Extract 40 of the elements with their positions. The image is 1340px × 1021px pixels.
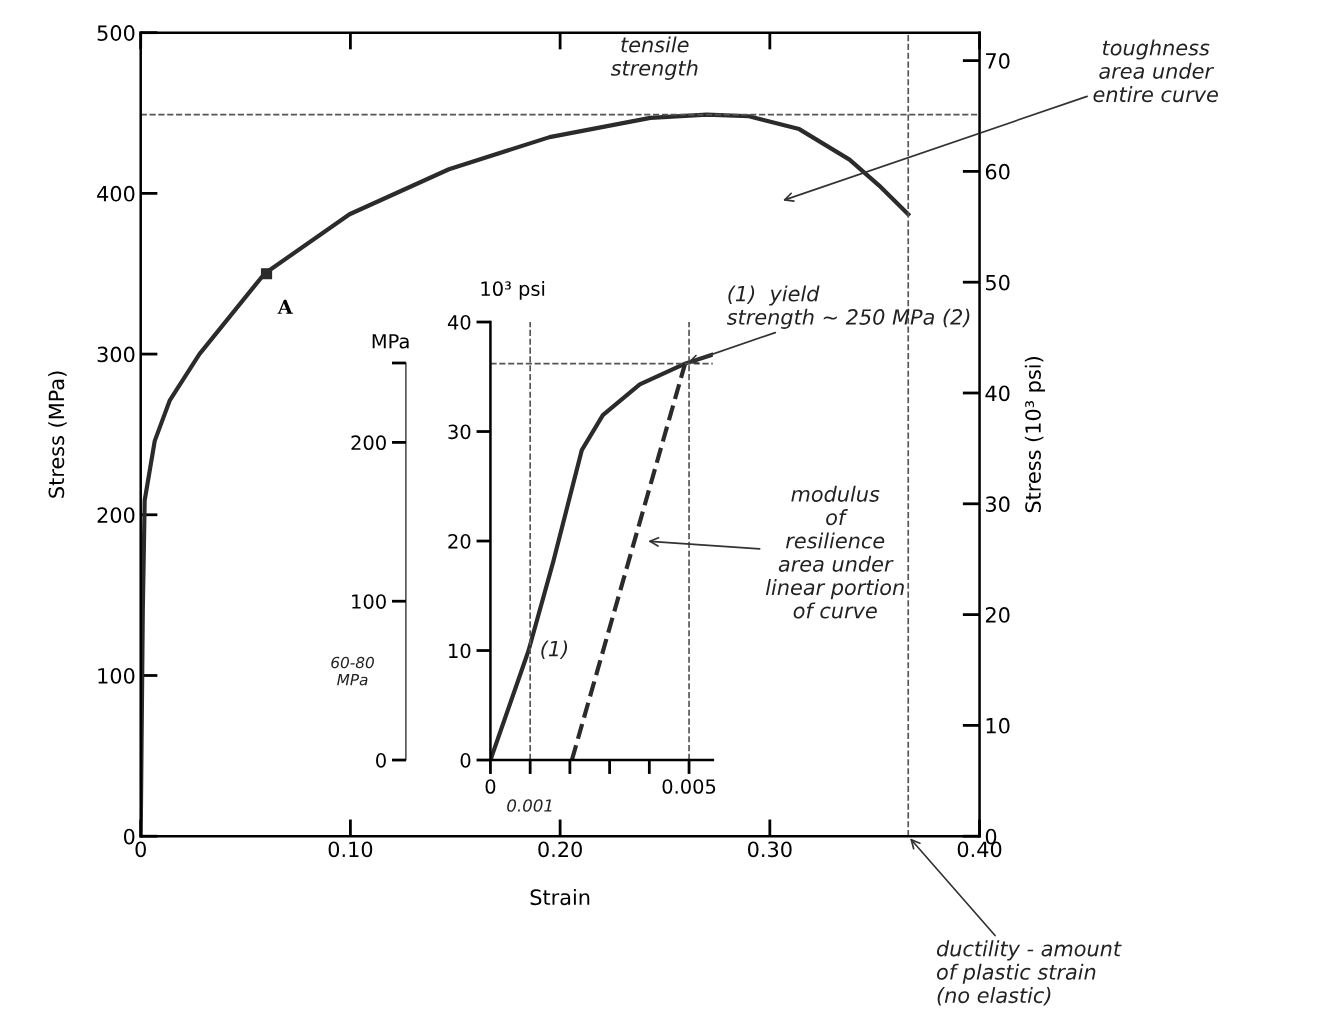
- y-axis-title: Stress (MPa): [48, 371, 67, 498]
- annotation: (1): [541, 640, 568, 660]
- y-tick-label: 300: [97, 346, 135, 363]
- y-tick-label: 30: [448, 424, 471, 440]
- x-tick-label: 0.20: [538, 841, 582, 858]
- x-tick-label: 0: [135, 841, 146, 858]
- y2-tick-label: 70: [986, 53, 1010, 69]
- y-tick-label: 20: [448, 533, 471, 549]
- y2-tick-label: 60: [985, 163, 1010, 180]
- y-tick-label: 200: [97, 507, 135, 523]
- y2-axis-title: Stress (10³ psi): [1024, 357, 1045, 513]
- y2-tick-label: 10: [986, 717, 1010, 734]
- y2-tick-label: 0: [376, 752, 386, 768]
- y2-tick-label: 20: [985, 607, 1010, 623]
- y-tick-label: 400: [97, 185, 135, 202]
- text: toughness area under entire curve: [1093, 39, 1218, 103]
- y2-tick-label: 30: [985, 496, 1010, 513]
- y2-axis-title: MPa: [372, 334, 409, 349]
- annotation: 0.001: [507, 799, 552, 812]
- x-tick-label: 0.005: [662, 779, 716, 794]
- y2-tick-label: 100: [352, 594, 386, 609]
- y-tick-label: 100: [98, 667, 135, 684]
- annotation: tensile strength: [610, 36, 698, 80]
- annotation: ductility - amount of plastic strain (no elastic): [936, 940, 1122, 1006]
- annotation: (1) yield strength ~ 250 MPa (2): [726, 285, 970, 329]
- y-tick-label: 0: [123, 828, 135, 845]
- x-axis-title: Strain: [530, 889, 590, 906]
- x-tick-label: 0.30: [748, 841, 792, 858]
- annotation: 60-80 MPa: [331, 656, 374, 686]
- y2-tick-label: 40: [985, 385, 1010, 402]
- y-tick-label: 40: [447, 314, 471, 330]
- y-axis-title: 10³ psi: [481, 280, 545, 300]
- y-tick-label: 500: [97, 25, 135, 41]
- x-tick-label: 0.10: [328, 841, 373, 858]
- annotation: modulus of resilience area under linear portion of curve: [765, 485, 904, 619]
- y-tick-label: 0: [460, 752, 471, 768]
- y2-tick-label: 200: [351, 435, 386, 451]
- y2-tick-label: 50: [986, 274, 1010, 291]
- annotation: A: [277, 299, 293, 314]
- y-tick-label: 10: [449, 643, 471, 659]
